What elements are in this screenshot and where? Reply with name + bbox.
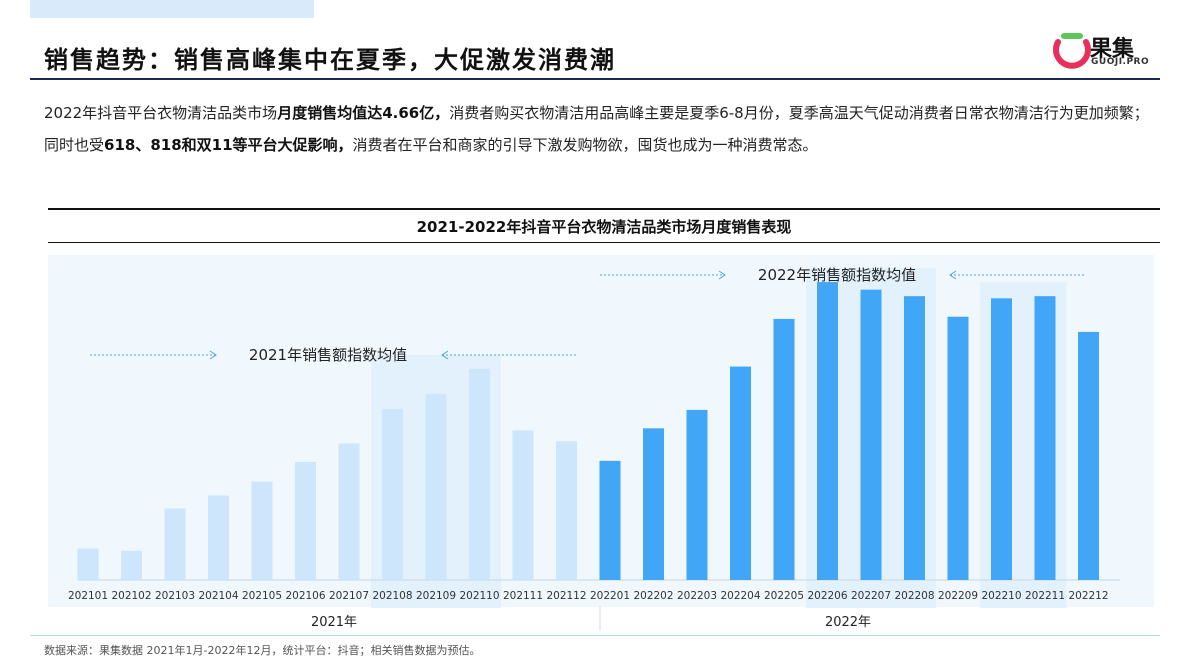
- tick-label-202103: 202103: [155, 590, 195, 602]
- bar-202209: [947, 316, 969, 580]
- tick-label-202111: 202111: [503, 590, 543, 602]
- bar-202104: [208, 495, 229, 580]
- bar-202208: [904, 296, 925, 580]
- bar-202205: [773, 318, 795, 580]
- bar-202202: [643, 428, 664, 580]
- bar-202110: [469, 368, 490, 580]
- desc-text-3: 消费者在平台和商家的引导下激发购物欲，囤货也成为一种消费常态。: [352, 136, 818, 154]
- desc-bold-2: 618、818和双11等平台大促影响，: [104, 136, 353, 154]
- desc-bold-1: 月度销售均值达4.66亿，: [277, 104, 450, 122]
- tick-label-202204: 202204: [720, 590, 760, 602]
- bar-202109: [425, 393, 447, 580]
- logo-subtext: GUOJI.PRO: [1091, 57, 1150, 67]
- chart-top-rule: [48, 208, 1160, 210]
- tick-label-202208: 202208: [894, 590, 934, 602]
- bar-202103: [164, 508, 186, 580]
- tick-label-202107: 202107: [329, 590, 369, 602]
- annotation-1-right-arrow-icon: [209, 350, 217, 360]
- bar-202204: [730, 366, 751, 580]
- page-title: 销售趋势：销售高峰集中在夏季，大促激发消费潮: [44, 46, 616, 74]
- tick-label-202202: 202202: [633, 590, 673, 602]
- bar-202207: [860, 289, 882, 580]
- bar-202111: [512, 430, 534, 580]
- desc-text-2: 消费者购买衣物清洁用品高峰主要是夏季6-8月份，夏季高温天气促动消费者日常衣物清…: [44, 104, 1149, 154]
- tick-label-202109: 202109: [416, 590, 456, 602]
- description-paragraph: 2022年抖音平台衣物清洁品类市场月度销售均值达4.66亿，消费者购买衣物清洁用…: [44, 97, 1154, 161]
- bar-202210: [991, 298, 1012, 580]
- tick-label-202206: 202206: [807, 590, 847, 602]
- annotation-1-label: 2021年销售额指数均值: [249, 346, 407, 364]
- bar-202107: [338, 443, 360, 580]
- tick-label-202205: 202205: [764, 590, 804, 602]
- bar-202112: [556, 441, 577, 580]
- desc-text-1: 2022年抖音平台衣物清洁品类市场: [44, 104, 278, 122]
- tick-label-202110: 202110: [459, 590, 499, 602]
- tick-label-202211: 202211: [1025, 590, 1065, 602]
- data-source-note: 数据来源：果集数据 2021年1月-2022年12月，统计平台：抖音；相关销售数…: [44, 644, 481, 657]
- bar-202206: [817, 282, 838, 580]
- tick-label-202104: 202104: [198, 590, 238, 602]
- bar-202211: [1034, 296, 1056, 580]
- tick-label-202203: 202203: [677, 590, 717, 602]
- annotation-2-label: 2022年销售额指数均值: [758, 266, 916, 284]
- bar-202203: [686, 409, 708, 580]
- title-divider: [30, 78, 1160, 80]
- bar-202212: [1078, 331, 1099, 580]
- logo-text: 果集: [1090, 37, 1135, 62]
- bar-202201: [599, 460, 621, 580]
- group-label-2021: 2021年: [311, 615, 357, 630]
- tick-label-202108: 202108: [372, 590, 412, 602]
- top-accent-bar: [30, 0, 314, 18]
- tick-label-202102: 202102: [111, 590, 151, 602]
- bar-202105: [251, 481, 273, 580]
- guoji-logo-icon: [1053, 33, 1091, 69]
- annotation-1-left-arrow-icon: [441, 350, 449, 360]
- annotation-2-left-arrow-icon: [949, 270, 957, 280]
- tick-label-202209: 202209: [938, 590, 978, 602]
- bar-202101: [77, 548, 99, 580]
- tick-label-202101: 202101: [68, 590, 108, 602]
- tick-label-202212: 202212: [1068, 590, 1108, 602]
- bar-202106: [295, 461, 316, 580]
- group-label-2022: 2022年: [825, 615, 871, 630]
- annotation-2-right-arrow-icon: [718, 270, 726, 280]
- tick-label-202112: 202112: [546, 590, 586, 602]
- tick-label-202106: 202106: [285, 590, 325, 602]
- tick-label-202210: 202210: [981, 590, 1021, 602]
- tick-label-202207: 202207: [851, 590, 891, 602]
- bar-202102: [121, 550, 142, 580]
- chart-title: 2021-2022年抖音平台衣物清洁品类市场月度销售表现: [416, 218, 792, 236]
- tick-label-202201: 202201: [590, 590, 630, 602]
- chart-title-rule: [48, 242, 1160, 243]
- tick-label-202105: 202105: [242, 590, 282, 602]
- bar-202108: [382, 408, 403, 580]
- footer-divider: [30, 635, 1160, 636]
